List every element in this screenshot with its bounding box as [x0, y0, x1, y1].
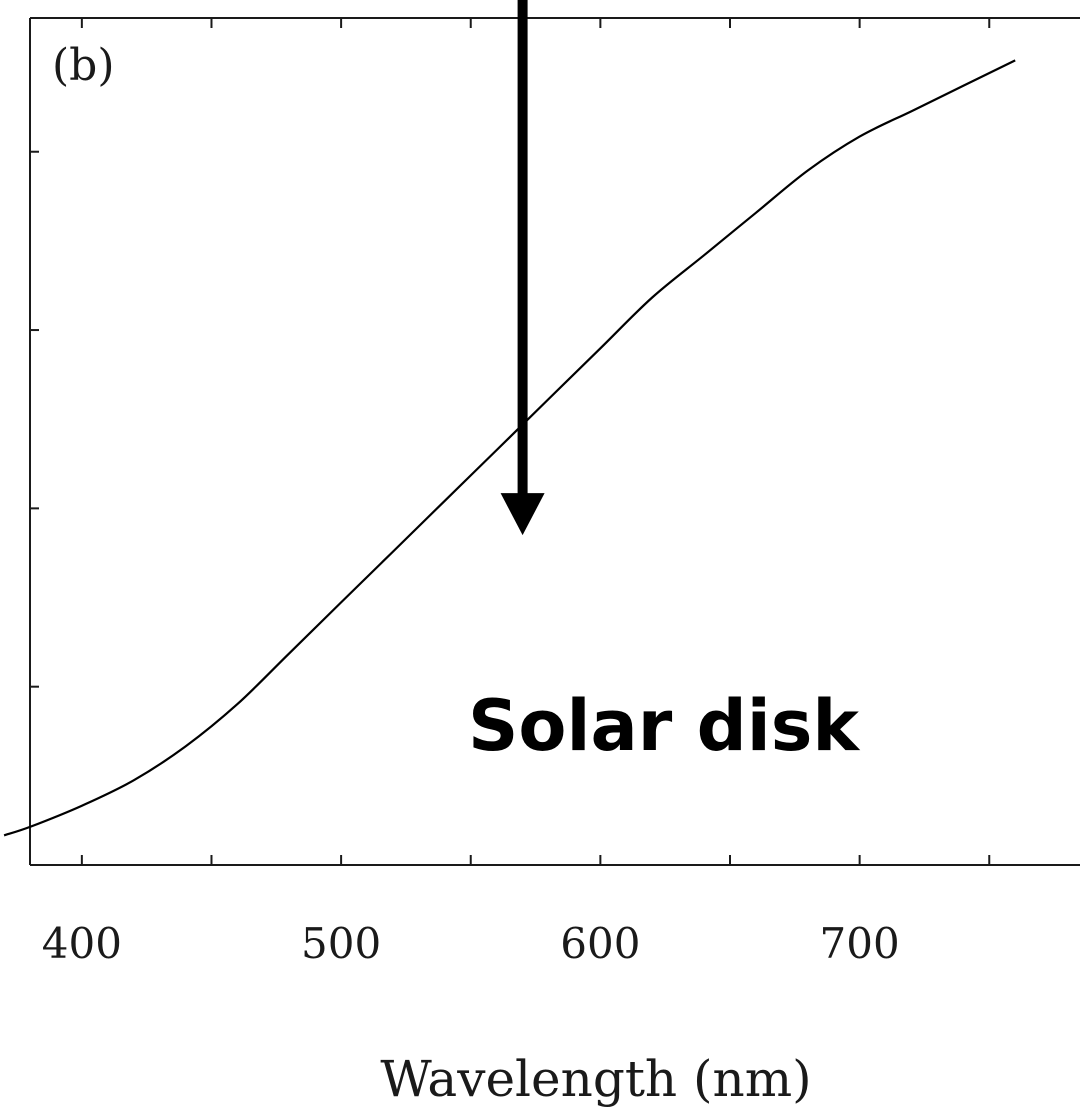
x-tick-label: 500 — [301, 919, 381, 968]
panel-label: (b) — [52, 40, 115, 91]
annotation-arrow — [500, 0, 545, 536]
series-line-0 — [3, 59, 1016, 837]
x-tick-label: 400 — [42, 919, 122, 968]
x-tick-label: 700 — [820, 919, 900, 968]
series-group — [3, 59, 1016, 837]
x-axis-tick-labels: 400 500 600 700 — [42, 919, 900, 968]
y-axis-ticks — [30, 150, 39, 688]
x-tick-label: 600 — [560, 919, 640, 968]
plot-frame — [29, 17, 1080, 866]
x-axis-title: Wavelength (nm) — [380, 1050, 811, 1108]
annotation-solar-disk: Solar disk — [468, 685, 860, 767]
x-axis-ticks — [80, 18, 991, 865]
arrow-head — [500, 493, 545, 536]
